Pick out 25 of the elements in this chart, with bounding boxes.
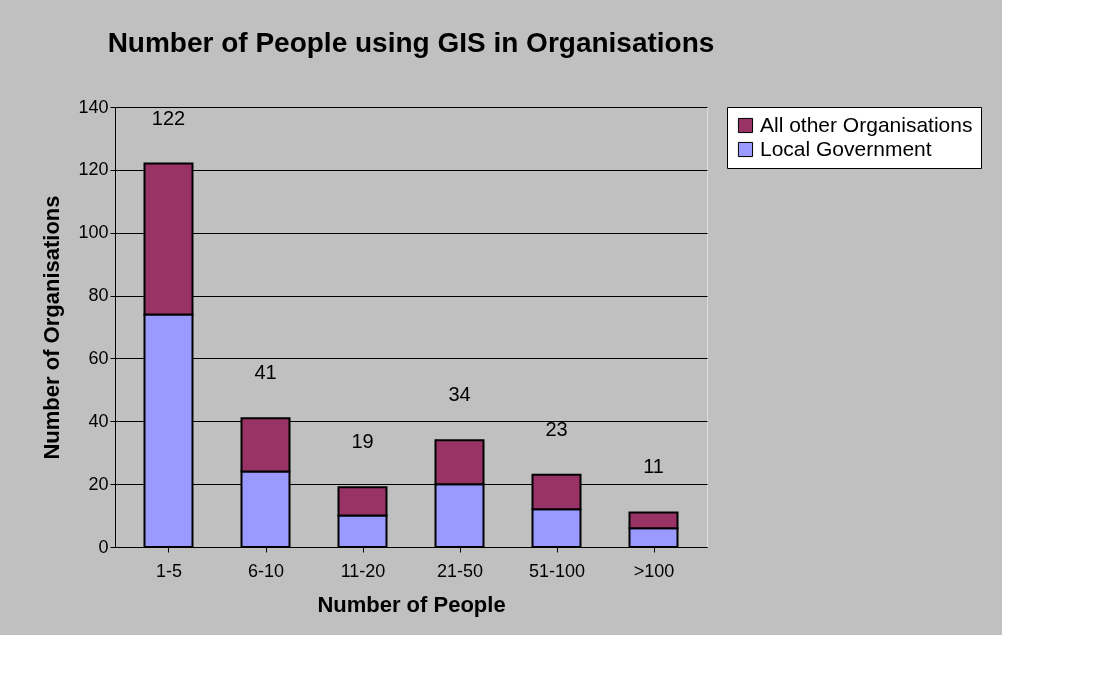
y-axis-title: Number of Organisations bbox=[39, 195, 65, 460]
x-axis-title: Number of People bbox=[317, 591, 506, 617]
legend-label: Local Government bbox=[760, 136, 932, 160]
total-label: 19 bbox=[351, 430, 374, 453]
y-tick-label: 40 bbox=[88, 410, 109, 431]
chart-title: Number of People using GIS in Organisations bbox=[107, 27, 715, 58]
x-tick-label: 51-100 bbox=[528, 560, 586, 581]
y-tick-label: 120 bbox=[78, 159, 109, 180]
total-label: 41 bbox=[254, 361, 277, 384]
y-tick-label: 80 bbox=[88, 285, 109, 306]
x-tick-label: 1-5 bbox=[155, 560, 183, 581]
x-tick-label: >100 bbox=[633, 560, 675, 581]
total-label: 122 bbox=[151, 106, 186, 129]
x-tick-label: 11-20 bbox=[340, 560, 386, 581]
total-label: 11 bbox=[643, 455, 664, 478]
x-tick-label: 21-50 bbox=[436, 560, 484, 581]
y-tick-label: 100 bbox=[78, 222, 109, 243]
y-tick-label: 60 bbox=[88, 347, 109, 368]
total-label: 34 bbox=[448, 383, 471, 406]
y-tick-label: 0 bbox=[98, 536, 109, 557]
x-tick-label: 6-10 bbox=[247, 560, 285, 581]
legend-label: All other Organisations bbox=[760, 112, 973, 136]
y-tick-label: 20 bbox=[88, 473, 109, 494]
total-label: 23 bbox=[545, 417, 568, 440]
y-tick-label: 140 bbox=[78, 96, 109, 117]
